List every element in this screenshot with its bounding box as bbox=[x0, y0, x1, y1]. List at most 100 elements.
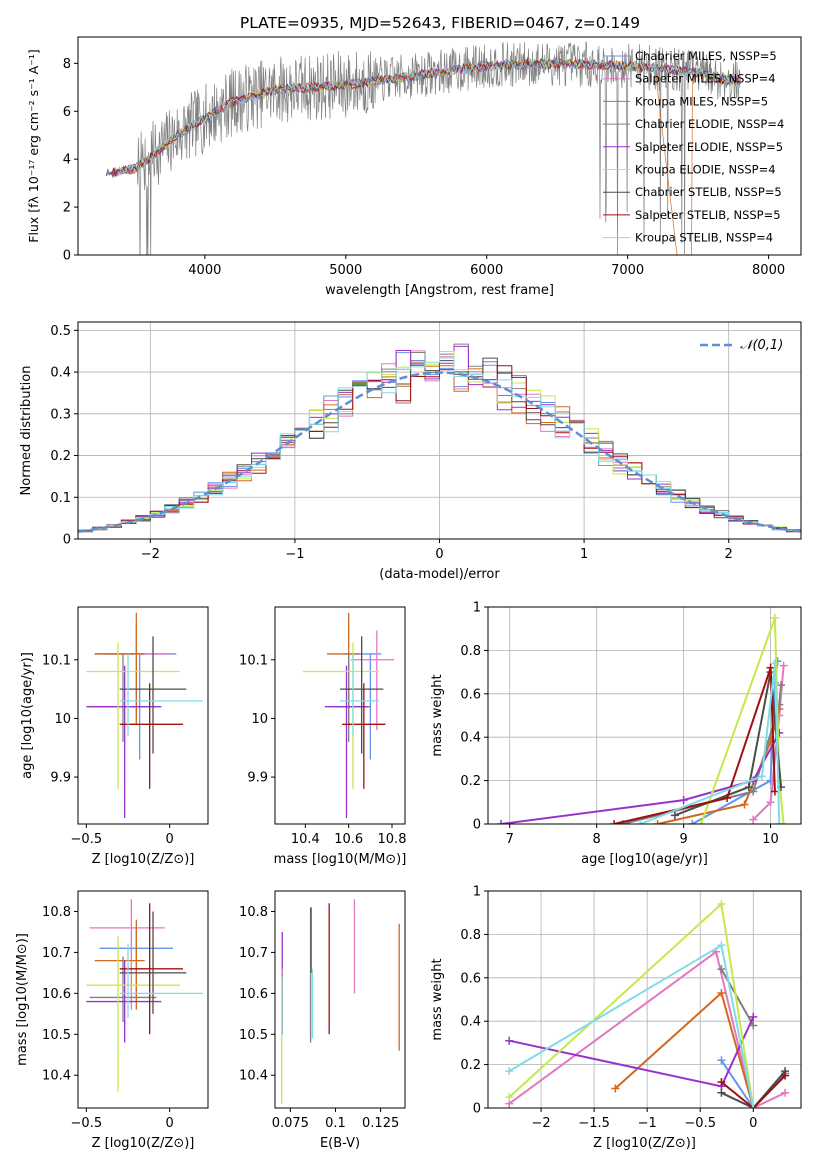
mass-weight-vs-Z-panel: −2 −1.5 −1 −0.5 0 0 0.2 0.4 0.6 0.8 1 Z [log10(Z/Z⊙… bbox=[430, 885, 802, 1151]
y-axis-label: age [log10(age/yr)] bbox=[20, 652, 35, 779]
x-tick-label: 10 bbox=[762, 832, 779, 847]
mass-vs-Z-panel: −0.5 0 10.4 10.5 10.6 10.7 10.8 Z [log10(Z/Z⊙)]… bbox=[15, 890, 209, 1151]
y-tick-label: 0.8 bbox=[460, 644, 481, 659]
data-point-marker bbox=[749, 815, 758, 824]
legend-entry: Kroupa STELIB, NSSP=4 bbox=[635, 231, 773, 245]
y-tick-label: 0 bbox=[63, 249, 71, 264]
data-point-marker bbox=[611, 1084, 620, 1093]
y-tick-label: 10.5 bbox=[239, 1028, 268, 1043]
x-axis-label: age [log10(age/yr)] bbox=[581, 852, 708, 867]
y-tick-label: 0.2 bbox=[460, 1058, 481, 1073]
data-point-marker bbox=[744, 783, 753, 792]
y-tick-label: 10.4 bbox=[239, 1069, 268, 1084]
data-point-marker bbox=[717, 1077, 726, 1086]
data-point-marker bbox=[770, 613, 779, 622]
plot-area bbox=[497, 613, 788, 824]
data-point-marker bbox=[775, 820, 784, 824]
y-tick-label: 9.9 bbox=[50, 771, 71, 786]
x-tick-label: 0.075 bbox=[272, 1116, 309, 1131]
x-axis-label: E(B-V) bbox=[320, 1136, 360, 1151]
x-tick-label: −1 bbox=[638, 1116, 657, 1131]
plot-area bbox=[505, 900, 790, 1108]
y-tick-label: 9.9 bbox=[247, 771, 268, 786]
y-tick-label: 0.2 bbox=[460, 774, 481, 789]
y-axis-label: mass weight bbox=[430, 674, 445, 756]
x-tick-label: 2 bbox=[725, 547, 733, 562]
x-tick-label: −0.5 bbox=[71, 832, 103, 847]
y-tick-label: 10.1 bbox=[42, 653, 71, 668]
x-tick-label: 0 bbox=[166, 832, 174, 847]
data-point-marker bbox=[770, 659, 779, 668]
x-tick-label: 9 bbox=[679, 832, 687, 847]
data-point-marker bbox=[781, 1088, 790, 1097]
y-tick-label: 0.4 bbox=[460, 1015, 481, 1030]
mass-weight-line bbox=[500, 732, 781, 824]
data-point-marker bbox=[766, 663, 775, 672]
residual-histogram bbox=[78, 357, 801, 534]
data-point-marker bbox=[779, 661, 788, 670]
y-tick-label: 10.4 bbox=[42, 1069, 71, 1084]
plot-area bbox=[86, 899, 203, 1092]
data-point-marker bbox=[723, 793, 732, 802]
y-tick-label: 1 bbox=[473, 885, 481, 900]
axes-frame bbox=[487, 890, 802, 1109]
axes-frame bbox=[77, 36, 802, 256]
data-point-marker bbox=[505, 1093, 514, 1102]
mass-weight-line bbox=[720, 968, 755, 1026]
y-tick-label: 10.8 bbox=[42, 905, 71, 920]
mass-weight-line bbox=[700, 617, 785, 824]
y-tick-label: 2 bbox=[63, 201, 71, 216]
x-tick-label: −2 bbox=[531, 1116, 550, 1131]
legend-entry: Chabrier MILES, NSSP=5 bbox=[635, 49, 777, 63]
axes-frame bbox=[77, 606, 209, 825]
data-point-marker bbox=[779, 820, 788, 824]
data-point-marker bbox=[636, 820, 645, 824]
x-axis-label: wavelength [Angstrom, rest frame] bbox=[325, 283, 554, 298]
x-tick-label: 0.1 bbox=[325, 1116, 346, 1131]
y-tick-label: 10 bbox=[54, 712, 71, 727]
y-tick-label: 0.1 bbox=[50, 491, 71, 506]
y-tick-label: 10.1 bbox=[239, 653, 268, 668]
mass-weight-line bbox=[639, 663, 781, 824]
x-axis-label: (data-model)/error bbox=[379, 567, 500, 582]
legend-entry: Kroupa MILES, NSSP=5 bbox=[635, 94, 768, 108]
data-point-marker bbox=[749, 787, 758, 796]
y-tick-label: 10.5 bbox=[42, 1028, 71, 1043]
mass-weight-line bbox=[720, 1074, 786, 1108]
x-tick-label: 7000 bbox=[611, 263, 644, 278]
axes-frame bbox=[487, 606, 802, 825]
x-axis-label: Z [log10(Z/Z⊙)] bbox=[593, 1136, 696, 1151]
y-axis-label: mass [log10(M/M⊙)] bbox=[15, 933, 30, 1066]
y-tick-label: 6 bbox=[63, 105, 71, 120]
residuals-panel: −2 −1 0 1 2 0 0.1 0.2 0.3 0.4 0.5 (data-model)/erro… bbox=[19, 321, 802, 582]
plot-area bbox=[281, 899, 400, 1104]
data-point-marker bbox=[717, 988, 726, 997]
axes-frame bbox=[274, 890, 406, 1109]
data-point-marker bbox=[717, 941, 726, 950]
data-point-marker bbox=[688, 820, 697, 824]
x-tick-label: −1 bbox=[285, 547, 304, 562]
y-tick-label: 0.6 bbox=[460, 971, 481, 986]
legend-entry: Salpeter ELODIE, NSSP=5 bbox=[635, 140, 783, 154]
model-spectrum-line bbox=[111, 58, 740, 177]
data-point-marker bbox=[749, 1104, 758, 1108]
legend-entry: Salpeter STELIB, NSSP=5 bbox=[635, 208, 781, 222]
legend-entry: 𝒩(0,1) bbox=[740, 338, 783, 353]
data-point-marker bbox=[505, 1067, 514, 1076]
x-axis-label: mass [log10(M/M⊙)] bbox=[274, 852, 407, 867]
y-tick-label: 0.5 bbox=[50, 324, 71, 339]
plot-area bbox=[78, 343, 801, 534]
legend-entry: Chabrier ELODIE, NSSP=4 bbox=[635, 117, 784, 131]
mass-vs-EBV-panel: 0.075 0.1 0.125 10.4 10.5 10.6 10.7 10.8 E(B-V) bbox=[239, 890, 406, 1151]
data-point-marker bbox=[670, 811, 679, 820]
age-vs-Z-panel: −0.5 0 9.9 10 10.1 Z [log10(Z/Z⊙)] age [log10(… bbox=[20, 606, 209, 867]
plot-area bbox=[86, 612, 203, 819]
y-tick-label: 0 bbox=[63, 533, 71, 548]
y-tick-label: 0 bbox=[473, 1102, 481, 1117]
y-tick-label: 10 bbox=[251, 712, 268, 727]
data-point-marker bbox=[781, 1071, 790, 1080]
data-point-marker bbox=[679, 796, 688, 805]
legend-entry: Salpeter MILES, NSSP=4 bbox=[635, 72, 776, 86]
age-vs-mass-panel: 10.4 10.6 10.8 9.9 10 10.1 mass [log10(M/M⊙)] bbox=[239, 606, 407, 867]
